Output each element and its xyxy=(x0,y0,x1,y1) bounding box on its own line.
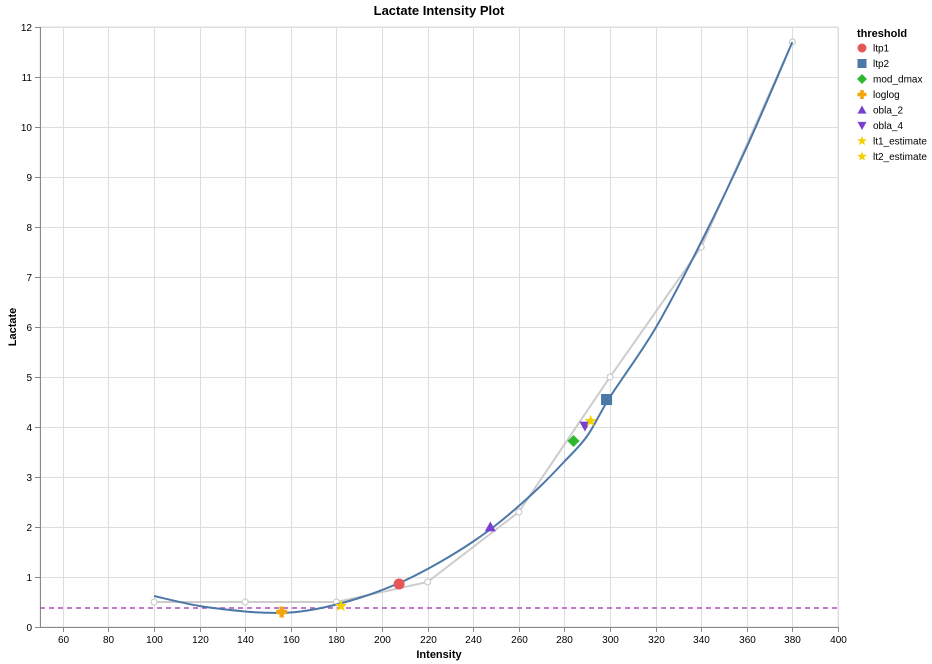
x-tick-label: 140 xyxy=(237,635,254,646)
raw-data-point xyxy=(515,508,523,516)
raw-data-line xyxy=(154,41,794,603)
raw-data-point xyxy=(424,578,432,586)
y-tick-label: 5 xyxy=(26,373,32,384)
x-tick-label: 340 xyxy=(693,635,710,646)
threshold-marker-loglog xyxy=(276,606,288,618)
y-tick-label: 6 xyxy=(26,323,32,334)
x-tick-label: 120 xyxy=(192,635,209,646)
x-tick-label: 300 xyxy=(602,635,619,646)
y-tick-label: 11 xyxy=(22,73,33,84)
threshold-marker-mod-dmax xyxy=(567,434,580,448)
legend-symbol-lt1-estimate xyxy=(857,135,867,146)
x-tick-label: 100 xyxy=(146,635,163,646)
x-tick-label: 320 xyxy=(648,635,665,646)
x-tick-label: 360 xyxy=(739,635,756,646)
y-tick-label: 4 xyxy=(26,423,32,434)
threshold-marker-lt2-estimate xyxy=(584,414,597,427)
x-tick-label: 240 xyxy=(465,635,482,646)
x-tick-label: 160 xyxy=(283,635,300,646)
raw-data-point xyxy=(241,598,249,606)
raw-data-point xyxy=(606,373,614,381)
y-tick-label: 9 xyxy=(26,173,32,184)
threshold-marker-lt1-estimate xyxy=(334,599,347,612)
threshold-marker-ltp2 xyxy=(601,394,613,405)
x-tick-label: 280 xyxy=(556,635,573,646)
x-axis-title: Intensity xyxy=(416,649,462,661)
x-tick-label: 220 xyxy=(420,635,437,646)
x-tick-label: 80 xyxy=(103,635,115,646)
y-tick-label: 2 xyxy=(26,523,32,534)
raw-data-point xyxy=(150,598,158,606)
x-tick-label: 380 xyxy=(784,635,801,646)
x-axis: 60 80 100 120 140 160 180 200 220 240 260 280 300 320… xyxy=(40,627,847,646)
series-layer xyxy=(40,38,838,614)
x-tick-label: 400 xyxy=(830,635,847,646)
y-tick-label: 12 xyxy=(21,23,33,34)
legend-symbol-ltp1 xyxy=(857,43,867,53)
x-tick-label: 180 xyxy=(328,635,345,646)
y-tick-label: 8 xyxy=(26,223,32,234)
grid xyxy=(39,26,839,628)
threshold-marker-obla-2 xyxy=(484,521,496,532)
legend-label-ltp2: ltp2 xyxy=(873,59,890,70)
legend-label-obla-2: obla_2 xyxy=(873,106,903,117)
y-tick-label: 10 xyxy=(21,123,33,134)
y-tick-label: 3 xyxy=(26,473,32,484)
legend-symbol-ltp2 xyxy=(857,59,867,68)
legend-symbol-obla-2 xyxy=(857,105,867,114)
legend-label-ltp1: ltp1 xyxy=(873,44,890,55)
threshold-markers xyxy=(276,394,613,618)
legend-symbol-loglog xyxy=(857,90,867,99)
x-tick-label: 260 xyxy=(511,635,528,646)
fit-curve xyxy=(153,41,794,614)
threshold-marker-ltp1 xyxy=(393,578,405,590)
legend-label-obla-4: obla_4 xyxy=(873,121,903,132)
legend-label-mod-dmax: mod_dmax xyxy=(873,75,922,86)
y-tick-label: 0 xyxy=(26,623,32,634)
x-tick-label: 60 xyxy=(58,635,70,646)
y-tick-label: 7 xyxy=(26,273,32,284)
legend-symbol-obla-4 xyxy=(857,121,867,130)
y-axis-title: Lactate xyxy=(7,308,19,347)
y-tick-label: 1 xyxy=(26,573,32,584)
legend-label-lt1-estimate: lt1_estimate xyxy=(873,137,927,148)
legend-symbol-mod-dmax xyxy=(857,74,867,84)
legend-title: threshold xyxy=(857,28,907,40)
chart-title: Lactate Intensity Plot xyxy=(374,3,505,18)
x-tick-label: 200 xyxy=(374,635,391,646)
legend-symbol-lt2-estimate xyxy=(857,151,867,161)
legend-label-loglog: loglog xyxy=(873,90,900,101)
legend-label-lt2-estimate: lt2_estimate xyxy=(873,152,927,163)
